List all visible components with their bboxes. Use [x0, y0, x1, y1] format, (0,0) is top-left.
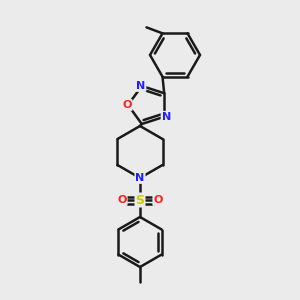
Text: N: N: [162, 112, 171, 122]
Text: O: O: [122, 100, 132, 110]
Text: N: N: [136, 81, 146, 91]
Text: O: O: [153, 195, 163, 205]
Text: S: S: [136, 194, 145, 206]
Text: O: O: [117, 195, 127, 205]
Text: N: N: [135, 173, 145, 183]
